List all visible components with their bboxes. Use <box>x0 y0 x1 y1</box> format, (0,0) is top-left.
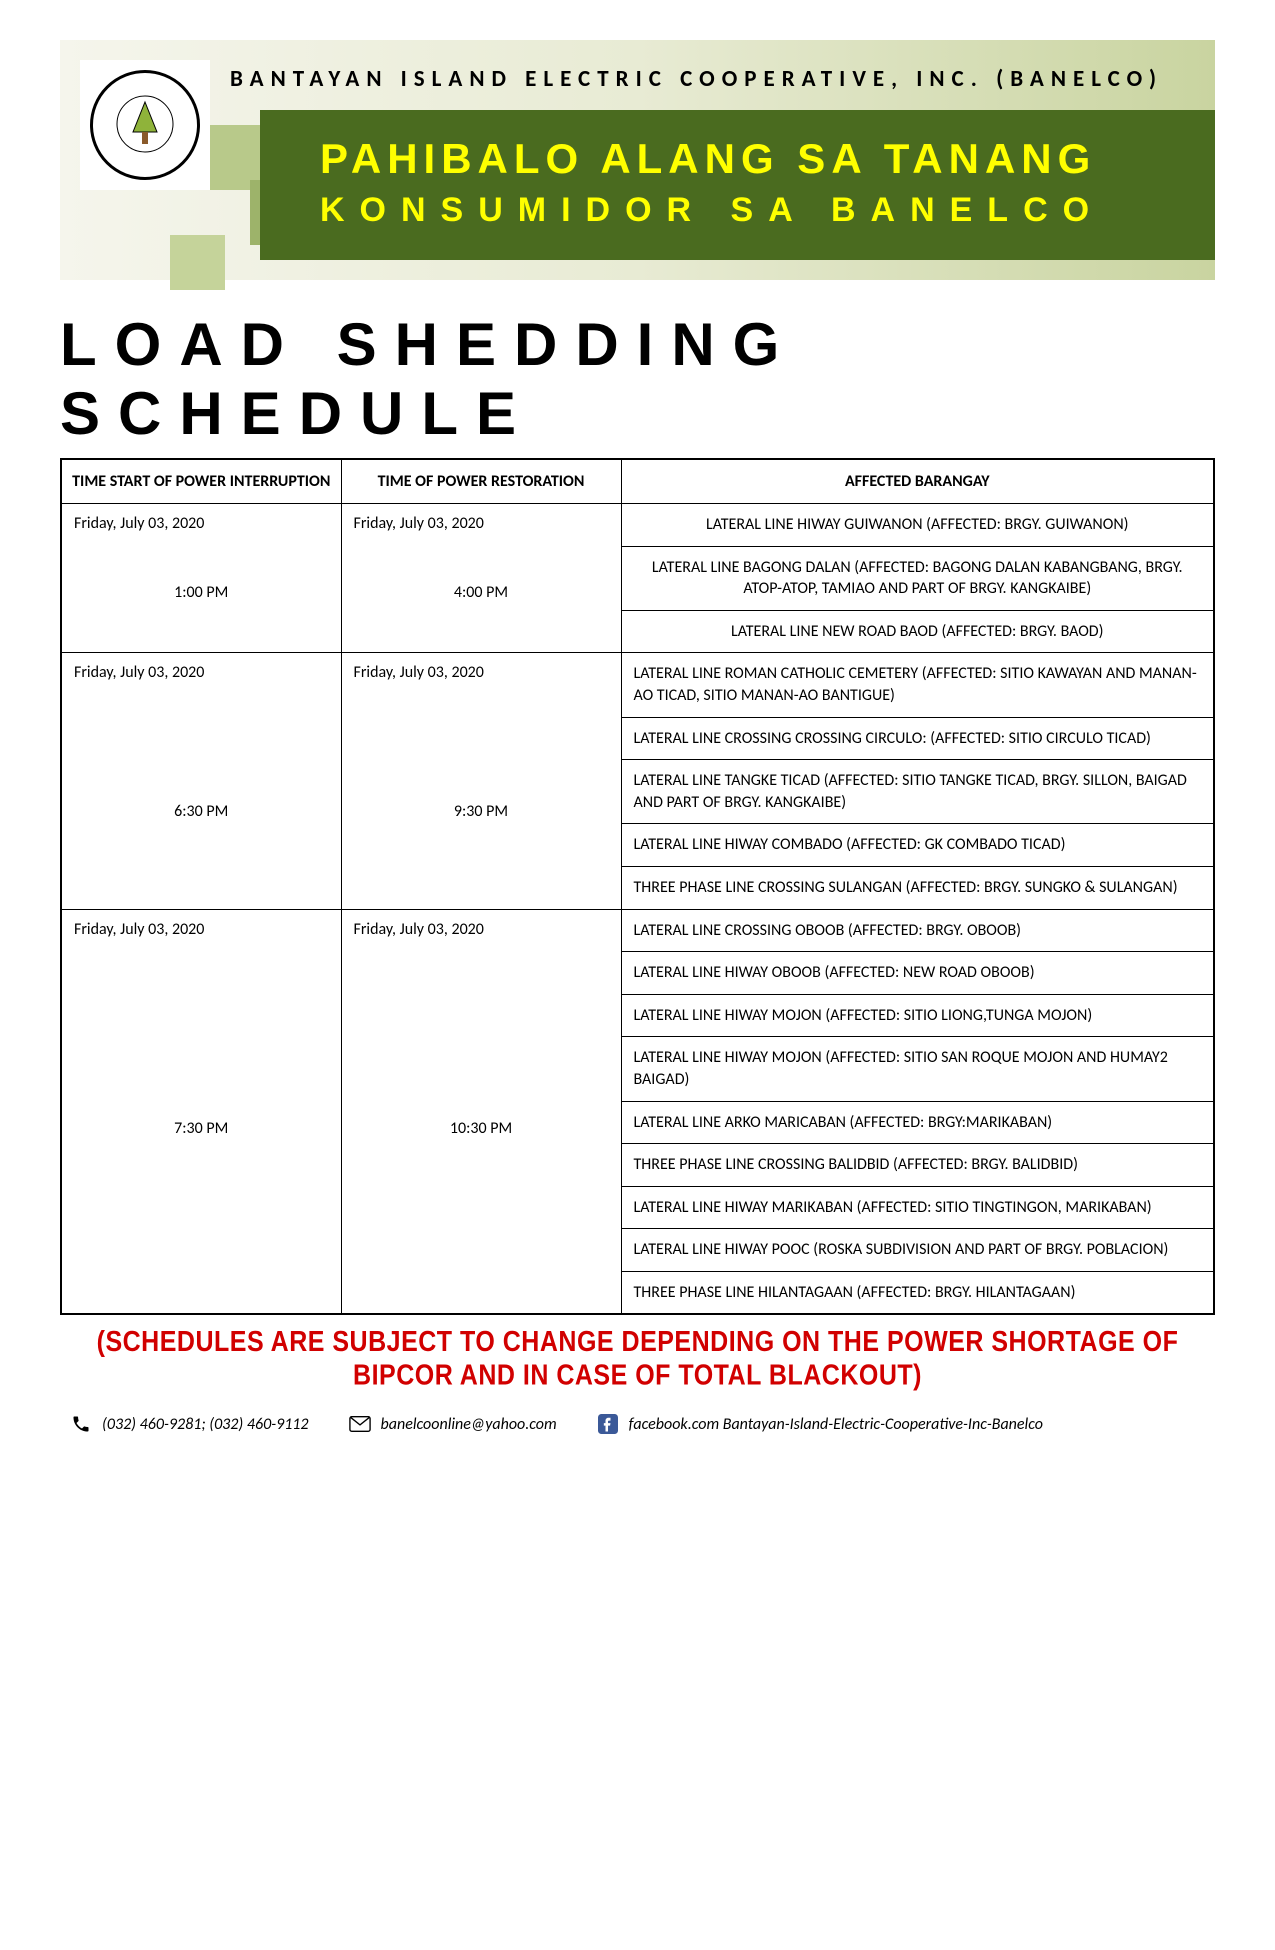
logo-circle <box>90 70 200 180</box>
phone-icon <box>70 1413 92 1435</box>
footer-phone: (032) 460-9281; (032) 460-9112 <box>70 1413 309 1435</box>
phone-text: (032) 460-9281; (032) 460-9112 <box>102 1415 309 1434</box>
barangay-cell: THREE PHASE LINE HILANTAGAAN (AFFECTED: … <box>621 1271 1214 1314</box>
logo-text <box>115 94 175 157</box>
email-text: banelcoonline@yahoo.com <box>381 1415 557 1434</box>
start-time: 7:30 PM <box>74 1119 329 1138</box>
barangay-cell: LATERAL LINE HIWAY MOJON (AFFECTED: SITI… <box>621 1037 1214 1101</box>
barangay-cell: LATERAL LINE HIWAY MOJON (AFFECTED: SITI… <box>621 994 1214 1037</box>
end-time: 9:30 PM <box>354 802 609 821</box>
barangay-cell: THREE PHASE LINE CROSSING SULANGAN (AFFE… <box>621 866 1214 909</box>
barangay-cell: LATERAL LINE NEW ROAD BAOD (AFFECTED: BR… <box>621 610 1214 653</box>
header-band: BANTAYAN ISLAND ELECTRIC COOPERATIVE, IN… <box>60 40 1215 280</box>
facebook-text: facebook.com Bantayan-Island-Electric-Co… <box>629 1415 1043 1434</box>
table-header-row: TIME START OF POWER INTERRUPTION TIME OF… <box>61 459 1214 504</box>
start-date: Friday, July 03, 2020 <box>74 663 329 682</box>
barangay-cell: LATERAL LINE HIWAY OBOOB (AFFECTED: NEW … <box>621 952 1214 995</box>
col-header-start: TIME START OF POWER INTERRUPTION <box>61 459 341 504</box>
start-cell: Friday, July 03, 2020 1:00 PM <box>61 504 341 653</box>
announcement-banner: PAHIBALO ALANG SA TANANG KONSUMIDOR SA B… <box>260 110 1215 260</box>
footer-facebook: facebook.com Bantayan-Island-Electric-Co… <box>597 1413 1043 1435</box>
barangay-cell: LATERAL LINE HIWAY MARIKABAN (AFFECTED: … <box>621 1186 1214 1229</box>
table-row: Friday, July 03, 20207:30 PMFriday, July… <box>61 909 1214 952</box>
end-time: 4:00 PM <box>354 583 609 602</box>
table-row: Friday, July 03, 20206:30 PMFriday, July… <box>61 653 1214 717</box>
footer: (032) 460-9281; (032) 460-9112 banelcoon… <box>60 1413 1215 1435</box>
banner-line-2: KONSUMIDOR SA BANELCO <box>320 191 1185 230</box>
barangay-cell: THREE PHASE LINE CROSSING BALIDBID (AFFE… <box>621 1144 1214 1187</box>
barangay-cell: LATERAL LINE CROSSING CROSSING CIRCULO: … <box>621 717 1214 760</box>
email-icon <box>349 1413 371 1435</box>
col-header-barangay: AFFECTED BARANGAY <box>621 459 1214 504</box>
main-title: LOAD SHEDDING SCHEDULE <box>60 310 1215 448</box>
disclaimer-text: (SCHEDULES ARE SUBJECT TO CHANGE DEPENDI… <box>60 1326 1215 1393</box>
footer-email: banelcoonline@yahoo.com <box>349 1413 557 1435</box>
col-header-end: TIME OF POWER RESTORATION <box>341 459 621 504</box>
barangay-cell: LATERAL LINE ARKO MARICABAN (AFFECTED: B… <box>621 1101 1214 1144</box>
start-date: Friday, July 03, 2020 <box>74 514 329 533</box>
page-container: BANTAYAN ISLAND ELECTRIC COOPERATIVE, IN… <box>0 0 1275 1950</box>
banner-line-1: PAHIBALO ALANG SA TANANG <box>320 135 1185 183</box>
end-date: Friday, July 03, 2020 <box>354 663 609 682</box>
schedule-body: Friday, July 03, 20201:00 PMFriday, July… <box>61 504 1214 1315</box>
logo-box <box>80 60 210 190</box>
end-cell: Friday, July 03, 2020 10:30 PM <box>341 909 621 1314</box>
start-time: 1:00 PM <box>74 583 329 602</box>
barangay-cell: LATERAL LINE HIWAY GUIWANON (AFFECTED: B… <box>621 504 1214 547</box>
start-cell: Friday, July 03, 2020 6:30 PM <box>61 653 341 909</box>
end-time: 10:30 PM <box>354 1119 609 1138</box>
schedule-table: TIME START OF POWER INTERRUPTION TIME OF… <box>60 458 1215 1315</box>
facebook-icon <box>597 1413 619 1435</box>
start-time: 6:30 PM <box>74 802 329 821</box>
end-cell: Friday, July 03, 2020 9:30 PM <box>341 653 621 909</box>
end-cell: Friday, July 03, 2020 4:00 PM <box>341 504 621 653</box>
end-date: Friday, July 03, 2020 <box>354 514 609 533</box>
barangay-cell: LATERAL LINE HIWAY COMBADO (AFFECTED: GK… <box>621 824 1214 867</box>
organization-name: BANTAYAN ISLAND ELECTRIC COOPERATIVE, IN… <box>230 65 1195 93</box>
barangay-cell: LATERAL LINE HIWAY POOC (ROSKA SUBDIVISI… <box>621 1229 1214 1272</box>
barangay-cell: LATERAL LINE CROSSING OBOOB (AFFECTED: B… <box>621 909 1214 952</box>
barangay-cell: LATERAL LINE BAGONG DALAN (AFFECTED: BAG… <box>621 546 1214 610</box>
barangay-cell: LATERAL LINE TANGKE TICAD (AFFECTED: SIT… <box>621 760 1214 824</box>
barangay-cell: LATERAL LINE ROMAN CATHOLIC CEMETERY (AF… <box>621 653 1214 717</box>
start-date: Friday, July 03, 2020 <box>74 920 329 939</box>
table-row: Friday, July 03, 20201:00 PMFriday, July… <box>61 504 1214 547</box>
start-cell: Friday, July 03, 2020 7:30 PM <box>61 909 341 1314</box>
end-date: Friday, July 03, 2020 <box>354 920 609 939</box>
